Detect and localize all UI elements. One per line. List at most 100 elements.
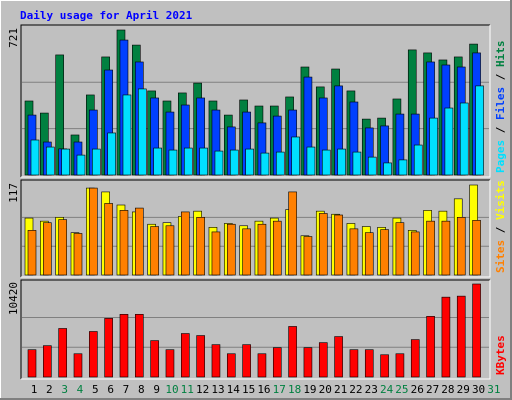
bar <box>27 230 37 276</box>
bar <box>196 217 205 276</box>
bar <box>426 220 435 276</box>
bar <box>119 314 129 378</box>
bar <box>367 156 377 176</box>
x-tick-label: 15 <box>242 383 255 396</box>
x-tick-label: 2 <box>46 383 53 396</box>
x-tick-label: 9 <box>153 383 160 396</box>
bar <box>318 213 328 276</box>
bar <box>226 223 236 276</box>
bar <box>380 354 389 378</box>
bar <box>459 102 469 176</box>
bar <box>73 233 83 276</box>
bar <box>181 333 190 378</box>
legend-entry: Hits <box>494 41 507 68</box>
bar <box>30 139 40 176</box>
bar <box>245 148 254 176</box>
bar <box>135 207 144 276</box>
bar <box>426 316 435 378</box>
bar <box>211 231 221 276</box>
x-tick-label: 27 <box>426 383 439 396</box>
x-tick-label: 26 <box>411 383 424 396</box>
bar <box>364 232 374 276</box>
x-tick-label: 3 <box>61 383 68 396</box>
legend-entry: Visits <box>494 180 507 220</box>
bar <box>153 147 162 176</box>
x-tick-label: 16 <box>257 383 270 396</box>
bar <box>43 222 52 276</box>
bar <box>472 283 481 378</box>
panel-border-light <box>21 25 491 178</box>
y-tick-label: 10420 <box>7 282 20 315</box>
bar <box>349 228 359 276</box>
bar <box>380 229 389 276</box>
bar <box>352 151 362 176</box>
bar <box>73 353 83 378</box>
x-tick-label: 8 <box>138 383 145 396</box>
bar <box>429 117 438 176</box>
bar <box>441 296 451 378</box>
bar <box>242 228 251 276</box>
x-tick-label: 23 <box>365 383 378 396</box>
bar <box>441 220 451 276</box>
bar <box>107 132 116 176</box>
bar <box>196 335 205 378</box>
bar <box>58 219 67 276</box>
x-tick-label: 1 <box>31 383 38 396</box>
x-tick-label: 22 <box>349 383 362 396</box>
legend: KBytes <box>494 335 507 375</box>
x-tick-label: 12 <box>196 383 209 396</box>
bar <box>475 85 484 176</box>
x-tick-label: 7 <box>123 383 130 396</box>
bar <box>364 349 374 378</box>
x-tick-label: 13 <box>211 383 224 396</box>
legend-entry: Sites <box>494 240 507 273</box>
bar <box>349 349 359 378</box>
bar <box>168 149 178 176</box>
bar <box>257 223 267 276</box>
bar <box>303 347 313 378</box>
bar <box>135 314 144 378</box>
bar <box>288 326 297 378</box>
bar <box>395 222 405 276</box>
legend-entry: KBytes <box>494 335 507 375</box>
x-tick-label: 6 <box>107 383 114 396</box>
x-tick-label: 4 <box>77 383 84 396</box>
bar <box>61 148 70 176</box>
bar <box>272 220 282 276</box>
bar <box>43 345 52 378</box>
bar <box>58 328 67 378</box>
panel-border-dark <box>20 24 490 177</box>
bar <box>76 154 86 176</box>
bar <box>214 150 224 176</box>
bar <box>456 295 466 378</box>
bar <box>395 353 405 378</box>
bar <box>150 340 159 378</box>
panel-border-dark <box>20 279 490 379</box>
x-tick-label: 28 <box>441 383 454 396</box>
x-tick-label: 25 <box>395 383 408 396</box>
bar <box>337 148 346 176</box>
bar <box>211 344 221 378</box>
bar <box>165 349 175 378</box>
bar <box>260 152 270 176</box>
x-tick-label: 30 <box>472 383 485 396</box>
bar <box>122 94 132 176</box>
bar <box>318 342 328 378</box>
bar <box>288 191 297 276</box>
bar <box>89 187 98 276</box>
legend-separator: / <box>494 67 507 87</box>
bar <box>165 225 175 276</box>
legend-separator: / <box>494 120 507 140</box>
x-tick-label: 10 <box>165 383 178 396</box>
chart-title: Daily usage for April 2021 <box>20 9 193 22</box>
legend-entry: Pages <box>494 140 507 173</box>
bar <box>334 336 343 378</box>
bar <box>383 162 392 176</box>
bar <box>272 347 282 378</box>
legend-entry: Files <box>494 87 507 120</box>
bar <box>275 151 285 176</box>
bar <box>410 231 420 276</box>
legend: Pages / Files / Hits <box>494 41 507 174</box>
bar <box>184 147 193 176</box>
